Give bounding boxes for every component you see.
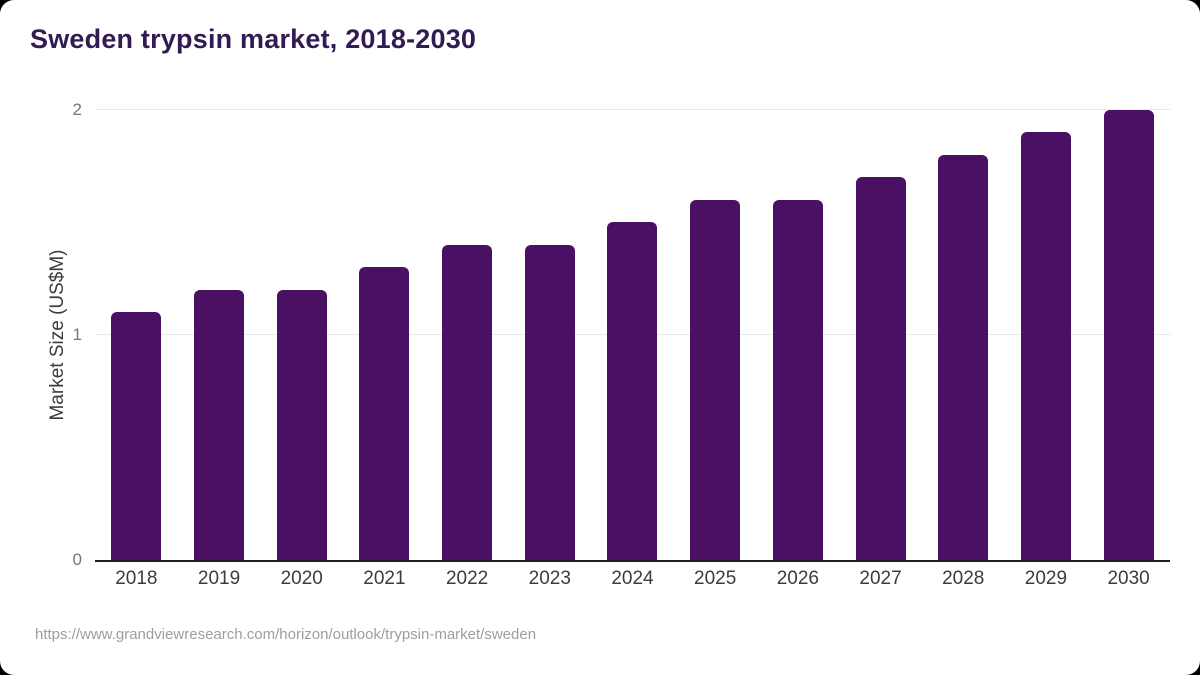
- x-label-2019: 2019: [197, 568, 241, 589]
- x-label-2029: 2029: [1024, 568, 1068, 589]
- source-url: https://www.grandviewresearch.com/horizo…: [35, 626, 537, 643]
- bar-2030[interactable]: [1103, 110, 1154, 560]
- x-label-2022: 2022: [445, 568, 489, 589]
- y-axis-ticks: 0 1 2: [0, 100, 82, 569]
- x-label-2021: 2021: [363, 568, 406, 589]
- bar-series: [95, 110, 1170, 560]
- bar-2026[interactable]: [772, 200, 823, 560]
- x-label-2028: 2028: [942, 568, 985, 589]
- bar-2027[interactable]: [855, 177, 906, 560]
- y-axis-title: Market Size (US$M): [47, 249, 68, 421]
- x-label-2030: 2030: [1107, 568, 1150, 589]
- x-label-2024: 2024: [611, 568, 654, 589]
- x-label-2018: 2018: [115, 568, 158, 589]
- x-label-2027: 2027: [859, 568, 902, 589]
- bar-2023[interactable]: [524, 245, 575, 560]
- x-label-2020: 2020: [280, 568, 323, 589]
- gridline-2: [95, 109, 1170, 110]
- x-label-2026: 2026: [776, 568, 819, 589]
- x-label-2025: 2025: [694, 568, 737, 589]
- x-axis-labels: 2018 2019 2020 2021 2022 2023 2024 2025 2026 2027…: [95, 568, 1170, 590]
- plot-area: [95, 109, 1170, 562]
- bar-2028[interactable]: [938, 155, 989, 560]
- chart-title: Sweden trypsin market, 2018-2030: [30, 24, 477, 54]
- bar-2020[interactable]: [276, 290, 327, 560]
- x-label-2023: 2023: [528, 568, 571, 589]
- bar-2019[interactable]: [194, 290, 245, 560]
- bar-2029[interactable]: [1020, 132, 1071, 560]
- bar-2021[interactable]: [359, 267, 410, 560]
- y-tick-label-0: 0: [72, 550, 82, 569]
- bar-2022[interactable]: [442, 245, 493, 560]
- bar-2018[interactable]: [111, 312, 162, 560]
- y-tick-label-1: 1: [72, 325, 82, 344]
- bar-2024[interactable]: [607, 222, 658, 560]
- y-tick-label-2: 2: [72, 100, 82, 119]
- bar-2025[interactable]: [690, 200, 741, 560]
